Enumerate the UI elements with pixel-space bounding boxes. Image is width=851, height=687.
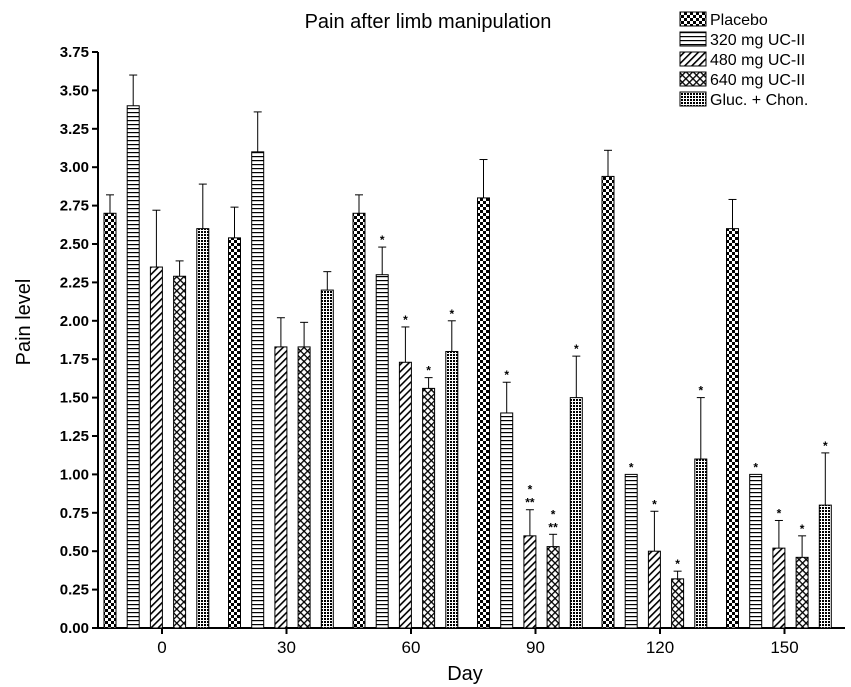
bar bbox=[251, 151, 265, 629]
y-tick-label: 2.00 bbox=[60, 313, 89, 330]
y-tick-label: 3.75 bbox=[60, 44, 89, 61]
bar bbox=[320, 289, 334, 629]
bar bbox=[500, 412, 514, 629]
bar bbox=[546, 546, 560, 629]
y-tick-label: 2.75 bbox=[60, 198, 89, 215]
x-axis: 0 30 60 90 120 150 bbox=[98, 627, 845, 657]
bar bbox=[671, 578, 685, 629]
significance-marker: * bbox=[652, 497, 657, 511]
x-tick-label: 60 bbox=[402, 638, 421, 657]
y-tick-label: 1.00 bbox=[60, 466, 89, 483]
legend: Placebo 320 mg UC-II 480 mg UC-II 640 mg UC… bbox=[679, 11, 808, 109]
significance-marker: * bbox=[380, 233, 385, 247]
significance-marker: * bbox=[777, 506, 782, 520]
y-axis: 0.00 0.25 0.50 0.75 1.00 1.25 1.50 1.75 2.00 2.25… bbox=[60, 44, 99, 637]
y-tick-label: 1.25 bbox=[60, 428, 89, 445]
chart-title: Pain after limb manipulation bbox=[305, 11, 552, 33]
significance-marker: * bbox=[426, 364, 431, 378]
bar bbox=[173, 275, 187, 629]
significance-marker: * bbox=[698, 384, 703, 398]
bar bbox=[103, 212, 117, 629]
legend-swatch bbox=[679, 11, 707, 27]
y-tick-label: 3.50 bbox=[60, 82, 89, 99]
significance-marker: ** bbox=[525, 496, 535, 510]
bars-layer: ******************** bbox=[103, 74, 832, 629]
significance-marker: * bbox=[753, 460, 758, 474]
x-tick-label: 150 bbox=[770, 638, 798, 657]
significance-marker: * bbox=[551, 507, 556, 521]
significance-marker: * bbox=[504, 368, 509, 382]
bar bbox=[772, 547, 786, 629]
legend-swatch bbox=[679, 71, 707, 87]
y-tick-label: 2.25 bbox=[60, 274, 89, 291]
legend-label: 480 mg UC-II bbox=[710, 52, 805, 69]
bar bbox=[274, 346, 288, 629]
bar bbox=[352, 212, 366, 629]
bar bbox=[297, 346, 311, 629]
bar bbox=[795, 556, 809, 629]
legend-label: 640 mg UC-II bbox=[710, 72, 805, 89]
bar bbox=[422, 387, 436, 629]
legend-swatch bbox=[679, 91, 707, 107]
significance-marker: * bbox=[675, 557, 680, 571]
bar bbox=[196, 228, 210, 629]
legend-swatch bbox=[679, 51, 707, 67]
bar bbox=[647, 550, 661, 629]
y-tick-label: 3.00 bbox=[60, 159, 89, 176]
bar bbox=[523, 535, 537, 629]
bar bbox=[624, 473, 638, 629]
significance-marker: * bbox=[800, 522, 805, 536]
x-tick-label: 90 bbox=[526, 638, 545, 657]
significance-marker: * bbox=[823, 439, 828, 453]
x-tick-label: 30 bbox=[277, 638, 296, 657]
legend-label: 320 mg UC-II bbox=[710, 32, 805, 49]
y-tick-label: 2.50 bbox=[60, 236, 89, 253]
bar bbox=[445, 351, 459, 629]
x-axis-title: Day bbox=[447, 663, 483, 685]
bar bbox=[477, 197, 490, 629]
y-tick-label: 3.25 bbox=[60, 121, 89, 138]
y-tick-label: 1.75 bbox=[60, 351, 89, 368]
bar bbox=[149, 266, 163, 629]
bar bbox=[126, 105, 140, 629]
significance-marker: * bbox=[629, 460, 634, 474]
bar bbox=[228, 237, 241, 629]
y-axis-title: Pain level bbox=[13, 279, 35, 366]
significance-marker: * bbox=[449, 307, 454, 321]
bar bbox=[749, 473, 763, 629]
bar bbox=[726, 228, 739, 629]
x-tick-label: 0 bbox=[157, 638, 166, 657]
bar bbox=[398, 361, 412, 629]
bar bbox=[375, 274, 389, 629]
legend-swatch bbox=[679, 31, 707, 47]
significance-marker: * bbox=[403, 313, 408, 327]
bar bbox=[694, 458, 708, 629]
legend-label: Placebo bbox=[710, 12, 768, 29]
significance-marker: ** bbox=[548, 520, 558, 534]
bar bbox=[569, 397, 583, 629]
y-tick-label: 0.00 bbox=[60, 620, 89, 637]
legend-label: Gluc. + Chon. bbox=[710, 92, 808, 109]
bar bbox=[818, 504, 832, 629]
y-tick-label: 0.75 bbox=[60, 505, 89, 522]
x-tick-label: 120 bbox=[646, 638, 674, 657]
significance-marker: * bbox=[574, 342, 579, 356]
bar bbox=[601, 175, 615, 629]
y-tick-label: 0.50 bbox=[60, 543, 89, 560]
y-tick-label: 0.25 bbox=[60, 582, 89, 599]
significance-marker: * bbox=[528, 483, 533, 497]
y-tick-label: 1.50 bbox=[60, 390, 89, 407]
